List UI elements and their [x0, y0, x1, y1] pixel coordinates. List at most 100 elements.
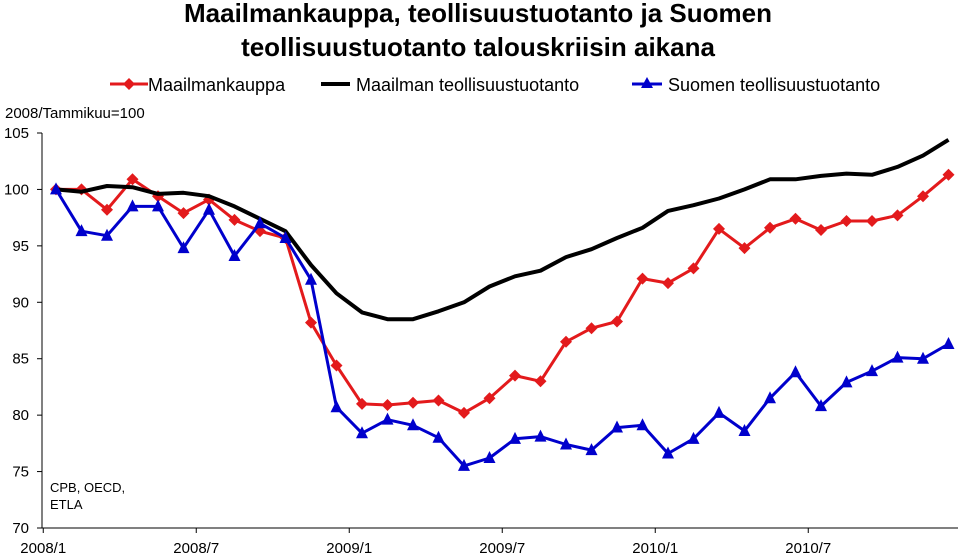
y-tick-label: 85 [12, 351, 29, 368]
data-point-suomen-teollisuustuotanto [203, 202, 215, 215]
series-suomen-teollisuustuotanto [50, 182, 955, 471]
data-point-suomen-teollisuustuotanto [917, 351, 929, 364]
data-point-suomen-teollisuustuotanto [942, 337, 955, 350]
data-point-maailmankauppa [330, 359, 343, 372]
data-point-suomen-teollisuustuotanto [560, 437, 572, 450]
data-point-suomen-teollisuustuotanto [75, 224, 88, 237]
data-point-suomen-teollisuustuotanto [866, 364, 878, 377]
y-tick-label: 95 [12, 238, 29, 255]
y-axis-label: 2008/Tammikuu=100 [5, 105, 145, 122]
data-point-suomen-teollisuustuotanto [789, 365, 802, 378]
y-tick-label: 105 [4, 125, 29, 142]
data-point-maailmankauppa [432, 394, 445, 407]
data-point-suomen-teollisuustuotanto [636, 418, 649, 431]
data-point-suomen-teollisuustuotanto [815, 399, 827, 412]
data-point-maailmankauppa [483, 392, 496, 405]
data-point-maailmankauppa [917, 190, 929, 203]
data-point-maailmankauppa [177, 207, 190, 220]
data-point-suomen-teollisuustuotanto [738, 423, 751, 436]
data-point-suomen-teollisuustuotanto [509, 431, 521, 444]
data-point-maailmankauppa [101, 203, 113, 216]
x-tick-label: 2009/7 [479, 540, 525, 557]
legend: Maailmankauppa Maailman teollisuustuotan… [110, 75, 880, 95]
x-tick-label: 2010/1 [632, 540, 678, 557]
source-note-line2: ETLA [50, 497, 83, 512]
data-point-suomen-teollisuustuotanto [152, 199, 164, 212]
legend-label-maailman-teollisuustuotanto: Maailman teollisuustuotanto [356, 75, 579, 95]
x-tick-label: 2010/7 [785, 540, 831, 557]
data-point-suomen-teollisuustuotanto [407, 418, 419, 431]
legend-label-maailmankauppa: Maailmankauppa [148, 75, 286, 95]
data-point-maailmankauppa [687, 262, 700, 275]
data-point-suomen-teollisuustuotanto [483, 451, 496, 464]
x-ticks: 2008/1 2008/7 2009/1 2009/7 2010/1 2010/7 [20, 528, 831, 557]
data-point-maailmankauppa [305, 316, 317, 329]
x-tick-label: 2008/1 [20, 540, 66, 557]
data-point-suomen-teollisuustuotanto [687, 431, 700, 444]
data-point-maailmankauppa [126, 173, 139, 186]
data-point-maailmankauppa [815, 224, 827, 237]
data-point-suomen-teollisuustuotanto [50, 182, 62, 195]
data-point-suomen-teollisuustuotanto [101, 228, 113, 241]
data-point-suomen-teollisuustuotanto [534, 429, 547, 442]
data-point-suomen-teollisuustuotanto [662, 446, 674, 459]
series-line-suomen-teollisuustuotanto [54, 188, 950, 468]
data-point-maailmankauppa [738, 242, 751, 255]
data-point-suomen-teollisuustuotanto [611, 420, 623, 433]
y-tick-label: 75 [12, 464, 29, 481]
axes [41, 133, 958, 529]
x-tick-label: 2009/1 [326, 540, 372, 557]
data-point-maailmankauppa [636, 272, 649, 285]
data-point-suomen-teollisuustuotanto [279, 230, 292, 243]
data-point-maailmankauppa [840, 215, 853, 228]
y-tick-label: 90 [12, 294, 29, 311]
legend-item-maailman-teollisuustuotanto: Maailman teollisuustuotanto [321, 75, 579, 95]
data-point-suomen-teollisuustuotanto [381, 412, 394, 425]
legend-item-suomen-teollisuustuotanto: Suomen teollisuustuotanto [632, 75, 880, 95]
data-point-maailmankauppa [866, 215, 878, 228]
y-tick-label: 100 [4, 181, 29, 198]
data-point-suomen-teollisuustuotanto [585, 443, 598, 456]
data-point-suomen-teollisuustuotanto [891, 350, 904, 363]
x-tick-label: 2008/7 [173, 540, 219, 557]
series-lines [50, 138, 955, 471]
series-line-maailmankauppa [56, 173, 950, 415]
data-point-suomen-teollisuustuotanto [228, 249, 241, 262]
data-point-suomen-teollisuustuotanto [356, 426, 368, 439]
chart-title-line2: teollisuustuotanto talouskriisin aikana [241, 32, 715, 62]
data-point-maailmankauppa [381, 398, 394, 411]
data-point-maailmankauppa [228, 213, 241, 226]
data-point-maailmankauppa [891, 209, 904, 222]
data-point-suomen-teollisuustuotanto [254, 216, 266, 229]
data-point-suomen-teollisuustuotanto [305, 272, 317, 285]
data-point-maailmankauppa [611, 315, 623, 328]
y-tick-label: 70 [12, 520, 29, 537]
data-point-suomen-teollisuustuotanto [177, 241, 190, 254]
data-point-maailmankauppa [764, 221, 776, 234]
data-point-maailmankauppa [789, 212, 802, 225]
data-point-maailmankauppa [458, 406, 470, 419]
data-point-maailmankauppa [534, 375, 547, 388]
data-point-suomen-teollisuustuotanto [126, 199, 139, 212]
data-point-suomen-teollisuustuotanto [432, 430, 445, 443]
y-tick-label: 80 [12, 407, 29, 424]
data-point-suomen-teollisuustuotanto [840, 375, 853, 388]
data-point-suomen-teollisuustuotanto [713, 405, 725, 418]
y-ticks: 70 75 80 85 90 95 100 105 [4, 125, 42, 537]
data-point-maailmankauppa [407, 396, 419, 409]
data-point-maailmankauppa [585, 322, 598, 335]
data-point-suomen-teollisuustuotanto [330, 400, 343, 413]
series-line-maailman-teollisuustuotanto [55, 138, 950, 322]
data-point-maailmankauppa [356, 397, 368, 410]
data-point-maailmankauppa [509, 369, 521, 382]
series-maailmankauppa [50, 168, 955, 419]
data-point-maailmankauppa [942, 168, 955, 181]
series-maailman-teollisuustuotanto [55, 138, 950, 322]
data-point-suomen-teollisuustuotanto [764, 391, 776, 404]
data-point-maailmankauppa [713, 222, 725, 235]
chart-title-line1: Maailmankauppa, teollisuustuotanto ja Su… [184, 0, 772, 28]
legend-label-suomen-teollisuustuotanto: Suomen teollisuustuotanto [668, 75, 880, 95]
source-note-line1: CPB, OECD, [50, 480, 125, 495]
data-point-suomen-teollisuustuotanto [458, 458, 470, 471]
